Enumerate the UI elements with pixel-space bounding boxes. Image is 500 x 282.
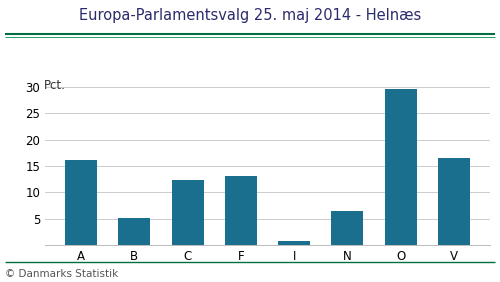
Text: Pct.: Pct. — [44, 79, 66, 92]
Bar — [65, 160, 97, 245]
Bar — [225, 175, 257, 245]
Text: Europa-Parlamentsvalg 25. maj 2014 - Helnæs: Europa-Parlamentsvalg 25. maj 2014 - Hel… — [79, 8, 421, 23]
Bar — [118, 218, 150, 245]
Bar — [438, 158, 470, 245]
Text: © Danmarks Statistik: © Danmarks Statistik — [5, 269, 118, 279]
Bar — [332, 211, 364, 245]
Bar — [172, 180, 203, 245]
Bar — [384, 89, 416, 245]
Bar — [278, 241, 310, 245]
